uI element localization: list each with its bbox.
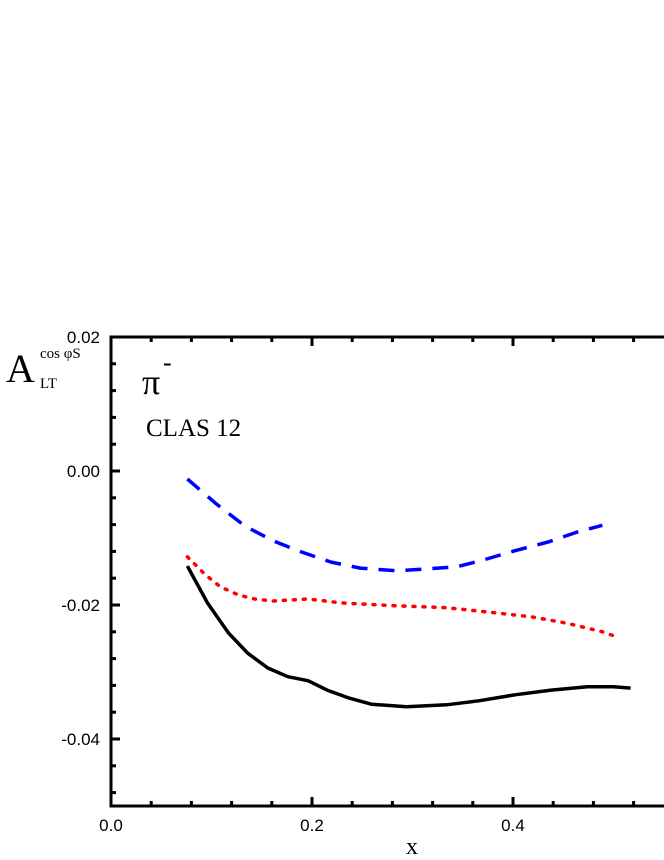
x-tick-label: 0.0 xyxy=(99,816,123,835)
plot-frame xyxy=(109,335,664,808)
y-tick-label: -0.02 xyxy=(61,596,100,615)
x-tick-label: 0.4 xyxy=(501,816,525,835)
y-axis-label-subscript: LT xyxy=(40,376,57,392)
y-tick-label: 0.00 xyxy=(67,462,100,481)
y-tick-label: 0.02 xyxy=(67,328,100,347)
experiment-label: CLAS 12 xyxy=(146,415,241,442)
y-axis-label-superscript: cos φS xyxy=(40,346,81,362)
y-tick-label: -0.04 xyxy=(61,730,100,749)
particle-charge: - xyxy=(163,348,172,377)
x-axis-label: x xyxy=(406,834,418,860)
series-line-dotted xyxy=(185,555,622,640)
x-tick-label: 0.2 xyxy=(300,816,324,835)
series-line-dashed xyxy=(186,477,603,573)
axis-ticks: 0.0 0.2 0.4 0.02 0.00 -0.02 -0.04 xyxy=(61,328,636,835)
plot-border xyxy=(109,335,664,808)
series-line-solid xyxy=(185,565,631,709)
series-group xyxy=(185,477,631,709)
particle-label: π xyxy=(142,362,160,402)
y-axis-label: A xyxy=(6,346,35,391)
